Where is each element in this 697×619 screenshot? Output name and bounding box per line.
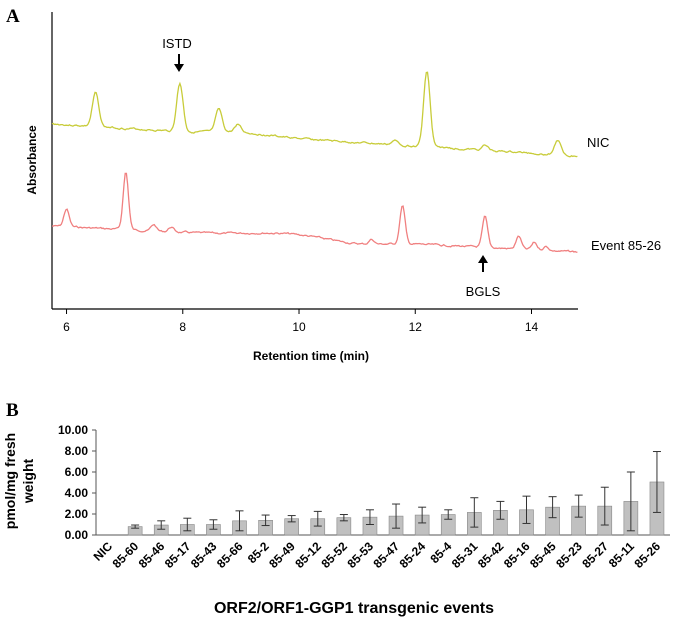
y-axis-label-a: Absorbance — [25, 125, 39, 195]
x-tick-label-a-8: 8 — [179, 320, 186, 334]
y-axis-label-b-line2: weight — [20, 459, 36, 505]
category-label-85-24: 85-24 — [397, 539, 429, 571]
x-tick-label-a-14: 14 — [525, 320, 539, 334]
bar-chart-panel: 0.00 2.00 4.00 6.00 8.00 10.00 NIC85-6085-468… — [2, 423, 670, 617]
istd-arrow-icon — [174, 54, 184, 72]
trace-nic — [51, 71, 578, 158]
category-label-85-31: 85-31 — [449, 539, 481, 571]
traces — [51, 71, 578, 253]
category-label-85-43: 85-43 — [188, 539, 220, 571]
category-label-85-27: 85-27 — [579, 539, 611, 571]
category-label-85-23: 85-23 — [553, 539, 585, 571]
y-tick-label-b-4: 8.00 — [65, 444, 89, 458]
category-label-85-11: 85-11 — [606, 539, 637, 570]
y-axis-label-b-line1: pmol/mg fresh — [2, 433, 18, 529]
category-label-85-46: 85-46 — [136, 539, 168, 571]
chromatogram-panel: 6 8 10 12 14 Absorbance Retention time (min)… — [25, 12, 661, 363]
y-ticks-b: 0.00 2.00 4.00 6.00 8.00 10.00 — [58, 423, 96, 542]
y-tick-label-b-2: 4.00 — [65, 486, 89, 500]
trace-event-85-26 — [51, 172, 578, 253]
istd-label: ISTD — [162, 36, 192, 51]
category-label-85-26: 85-26 — [632, 539, 664, 571]
category-label-85-16: 85-16 — [501, 539, 533, 571]
x-axis-label-a: Retention time (min) — [253, 349, 369, 363]
y-tick-label-b-0: 0.00 — [65, 528, 89, 542]
x-tick-label-a-12: 12 — [409, 320, 423, 334]
x-tick-label-a-10: 10 — [292, 320, 306, 334]
category-label-85-53: 85-53 — [345, 539, 377, 571]
category-label-85-66: 85-66 — [214, 539, 246, 571]
legend-event: Event 85-26 — [591, 238, 661, 253]
panel-a-label: A — [6, 6, 20, 27]
category-label-85-49: 85-49 — [266, 539, 298, 571]
bgls-label: BGLS — [466, 284, 501, 299]
category-label-85-45: 85-45 — [527, 539, 559, 571]
y-tick-label-b-5: 10.00 — [58, 423, 88, 437]
category-label-85-42: 85-42 — [475, 539, 507, 571]
category-label-85-17: 85-17 — [162, 539, 194, 571]
bars — [127, 451, 665, 536]
x-axis-label-b: ORF2/ORF1-GGP1 transgenic events — [214, 600, 494, 617]
category-label-85-60: 85-60 — [110, 539, 142, 571]
legend-nic: NIC — [587, 135, 609, 150]
x-tick-label-a-6: 6 — [63, 320, 70, 334]
category-label-85-47: 85-47 — [371, 539, 403, 571]
y-tick-label-b-1: 2.00 — [65, 507, 89, 521]
category-label-85-52: 85-52 — [318, 539, 350, 571]
bgls-arrow-icon — [478, 255, 488, 272]
x-ticks-a: 6 8 10 12 14 — [63, 309, 538, 334]
panel-b-label: B — [6, 400, 19, 421]
category-label-85-12: 85-12 — [292, 539, 324, 571]
y-tick-label-b-3: 6.00 — [65, 465, 89, 479]
